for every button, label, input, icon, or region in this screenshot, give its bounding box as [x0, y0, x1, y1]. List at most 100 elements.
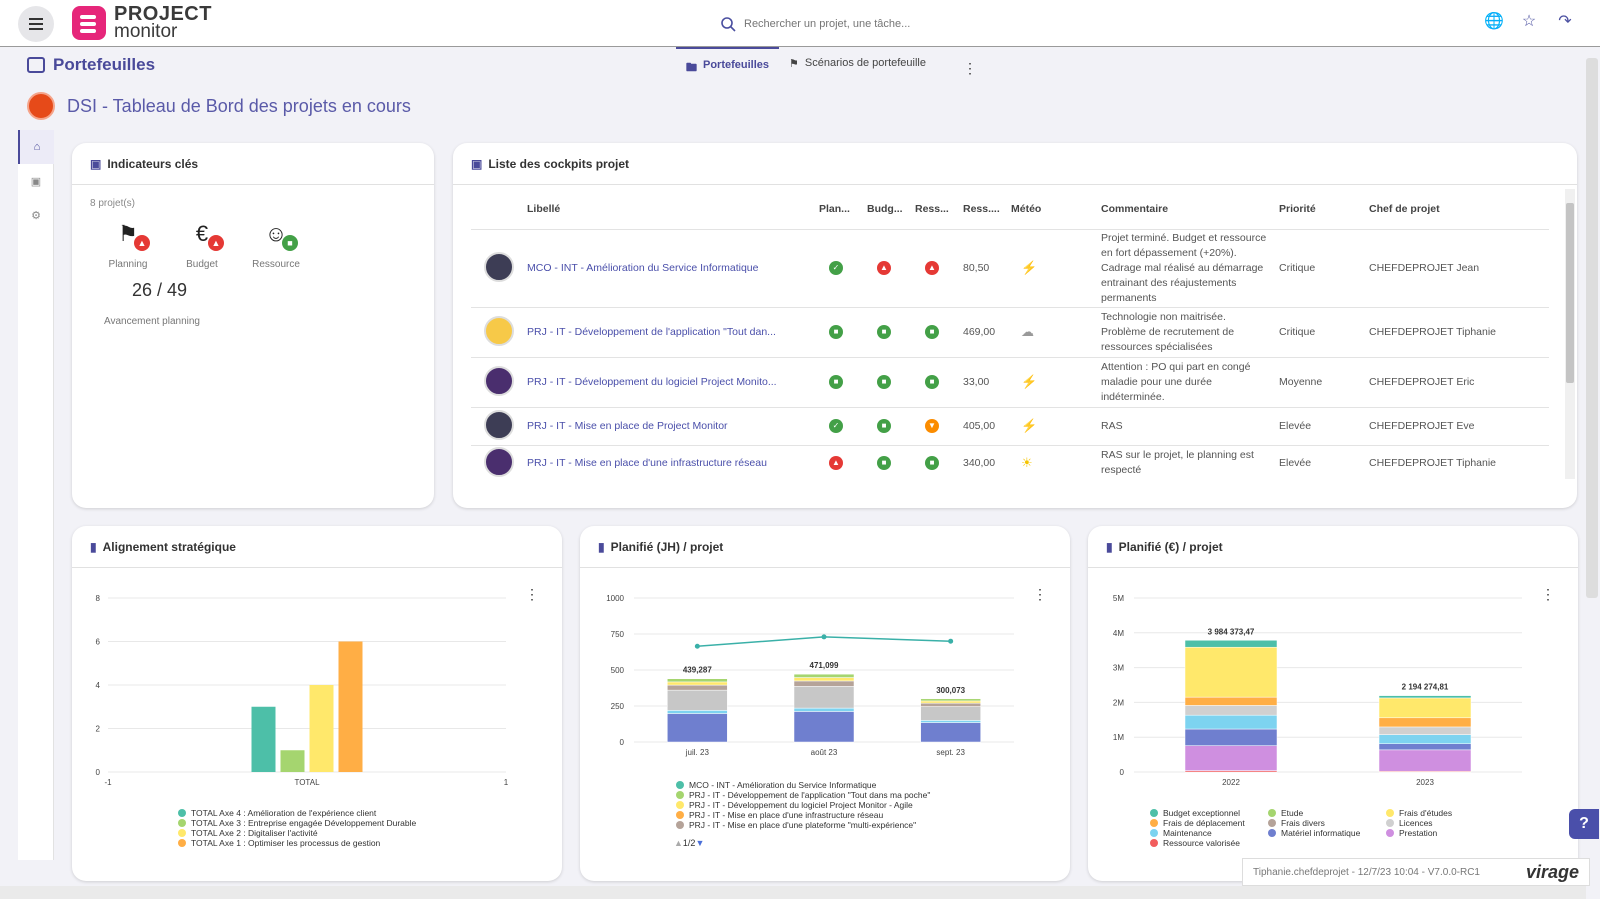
euro-icon: € [195, 221, 209, 246]
top-bar: PROJECT monitor 🌐 ☆ ↷ [0, 0, 1600, 47]
horizontal-scrollbar[interactable] [0, 886, 1586, 899]
status-green-icon: ■ [877, 419, 891, 433]
status-green-icon: ■ [877, 325, 891, 339]
dashboard-title-text: DSI - Tableau de Bord des projets en cou… [67, 95, 411, 116]
bar [309, 685, 334, 772]
star-icon[interactable]: ☆ [1521, 13, 1537, 30]
search-input[interactable] [744, 18, 1024, 30]
pager-up-icon[interactable]: ▲ [674, 838, 683, 848]
page-scrollbar[interactable] [1586, 58, 1598, 598]
column-header[interactable]: Météo [1011, 202, 1042, 215]
chart-alignement: 0 2 4 6 8 -1 TOTAL 1 [96, 594, 509, 787]
legend-item[interactable]: Etude [1268, 808, 1386, 818]
y-tick-label: 8 [96, 594, 101, 603]
chart-menu-icon[interactable]: ⋮ [1541, 586, 1555, 602]
tab-scenarios[interactable]: ⚑ Scénarios de portefeuille [779, 47, 936, 81]
bar-segment [793, 677, 855, 682]
project-link[interactable]: PRJ - IT - Développement du logiciel Pro… [527, 376, 777, 388]
logo-text-line2: monitor [114, 21, 178, 42]
tab-portefeuilles[interactable]: 🖿 Portefeuilles [676, 47, 780, 81]
table-row[interactable]: MCO - INT - Amélioration du Service Info… [471, 228, 1549, 307]
column-header[interactable]: Priorité [1279, 202, 1316, 215]
settings-icon[interactable]: ⚙ [31, 209, 41, 222]
logout-icon[interactable]: ↷ [1558, 13, 1572, 30]
legend-item[interactable]: TOTAL Axe 1 : Optimiser les processus de… [178, 838, 416, 848]
bar-segment [1378, 734, 1472, 744]
ressource-value: 405,00 [963, 406, 1011, 445]
chart-menu-icon[interactable]: ⋮ [1033, 586, 1047, 602]
legend-item[interactable]: PRJ - IT - Mise en place d'une plateform… [676, 820, 930, 830]
column-header[interactable]: Plan... [819, 202, 850, 215]
project-link[interactable]: MCO - INT - Amélioration du Service Info… [527, 262, 759, 274]
bar [280, 750, 305, 772]
x-tick-label: TOTAL [294, 778, 320, 787]
legend-item[interactable]: PRJ - IT - Mise en place d'une infrastru… [676, 810, 930, 820]
table-scrollbar[interactable] [1565, 189, 1575, 479]
column-header[interactable]: Chef de projet [1369, 202, 1440, 215]
legend-item[interactable]: Prestation [1386, 828, 1504, 838]
status-green-icon: ■ [925, 456, 939, 471]
home-icon[interactable]: ⌂ [18, 130, 54, 164]
column-header[interactable]: Ress... [915, 202, 949, 215]
x-tick-label: sept. 23 [936, 748, 965, 757]
legend-item[interactable]: Frais de déplacement [1150, 818, 1268, 828]
legend-item[interactable]: Budget exceptionnel [1150, 808, 1268, 818]
table-row[interactable]: PRJ - IT - Développement de l'applicatio… [471, 306, 1549, 357]
legend-item[interactable]: PRJ - IT - Développement de l'applicatio… [676, 790, 930, 800]
legend-item[interactable]: Frais divers [1268, 818, 1386, 828]
legend-item[interactable]: PRJ - IT - Développement du logiciel Pro… [676, 800, 930, 810]
column-header[interactable]: Budg... [867, 202, 903, 215]
comment: Technologie non maitrisée. Problème de r… [1101, 306, 1279, 357]
more-options-icon[interactable]: ⋮ [963, 60, 977, 76]
data-label: 471,099 [810, 661, 839, 670]
legend-item[interactable]: Licences [1386, 818, 1504, 828]
legend-item[interactable]: TOTAL Axe 4 : Amélioration de l'expérien… [178, 808, 416, 818]
project-link[interactable]: PRJ - IT - Mise en place de Project Moni… [527, 420, 728, 432]
project-avatar [484, 251, 514, 282]
bar-segment [920, 722, 981, 743]
chart-card-alignement: ▮ Alignement stratégique ⋮ 0 2 4 6 8 -1 TOTAL 1 … [72, 526, 562, 881]
legend-pager[interactable]: ▲1/2▼ [674, 838, 704, 848]
project-link[interactable]: PRJ - IT - Développement de l'applicatio… [527, 326, 776, 338]
chart-card-planifie-eur: ▮ Planifié (€) / projet ⋮ 0 1M 2M 3M 4M 5M 3 98… [1088, 526, 1578, 881]
search-icon[interactable] [720, 16, 736, 32]
pager-down-icon[interactable]: ▼ [695, 838, 705, 848]
chart-menu-icon[interactable]: ⋮ [525, 586, 539, 602]
status-green-icon: ■ [829, 375, 843, 389]
comment: RAS sur le projet, le planning est respe… [1101, 444, 1279, 481]
tab-label: Portefeuilles [703, 59, 770, 71]
ressource-value: 80,50 [963, 228, 1011, 307]
bar-segment [920, 720, 981, 723]
table-row[interactable]: PRJ - IT - Mise en place de Project Moni… [471, 406, 1549, 445]
bar-segment [1184, 705, 1278, 716]
legend-item[interactable]: Maintenance [1150, 828, 1268, 838]
globe-icon[interactable]: 🌐 [1484, 13, 1504, 30]
search-bar [720, 12, 1040, 36]
status-check-icon: ✓ [829, 419, 843, 433]
bar-segment [1378, 743, 1472, 751]
project-link[interactable]: PRJ - IT - Mise en place d'une infrastru… [527, 457, 767, 470]
project-avatar [484, 446, 514, 477]
weather-storm-icon: ⚡ [1021, 374, 1038, 389]
column-header[interactable]: Ress.... [963, 202, 1000, 215]
bar-segment [667, 678, 728, 683]
app-logo[interactable]: PROJECT monitor [72, 4, 212, 42]
legend-item[interactable]: MCO - INT - Amélioration du Service Info… [676, 780, 930, 790]
legend-item[interactable]: TOTAL Axe 3 : Entreprise engagée Dévelop… [178, 818, 416, 828]
column-header[interactable]: Libellé [527, 202, 561, 215]
legend-item[interactable]: Matériel informatique [1268, 828, 1386, 838]
bar-segment [793, 711, 855, 743]
column-header[interactable]: Commentaire [1101, 202, 1169, 215]
table-row[interactable]: PRJ - IT - Développement du logiciel Pro… [471, 356, 1549, 407]
legend-item[interactable]: Ressource valorisée [1150, 838, 1268, 848]
table-row[interactable]: PRJ - IT - Mise en place d'une infrastru… [471, 444, 1549, 481]
hamburger-menu-button[interactable] [18, 6, 54, 42]
legend-item[interactable]: Frais d'études [1386, 808, 1504, 818]
legend-item[interactable]: TOTAL Axe 2 : Digitaliser l'activité [178, 828, 416, 838]
help-button[interactable]: ? [1569, 809, 1599, 839]
board-icon[interactable]: ▣ [30, 175, 42, 188]
chart-title: Planifié (JH) / projet [610, 539, 724, 554]
priority: Elevée [1279, 444, 1369, 481]
folder-icon: 🖿 [686, 62, 697, 74]
bar-segment [667, 689, 728, 711]
